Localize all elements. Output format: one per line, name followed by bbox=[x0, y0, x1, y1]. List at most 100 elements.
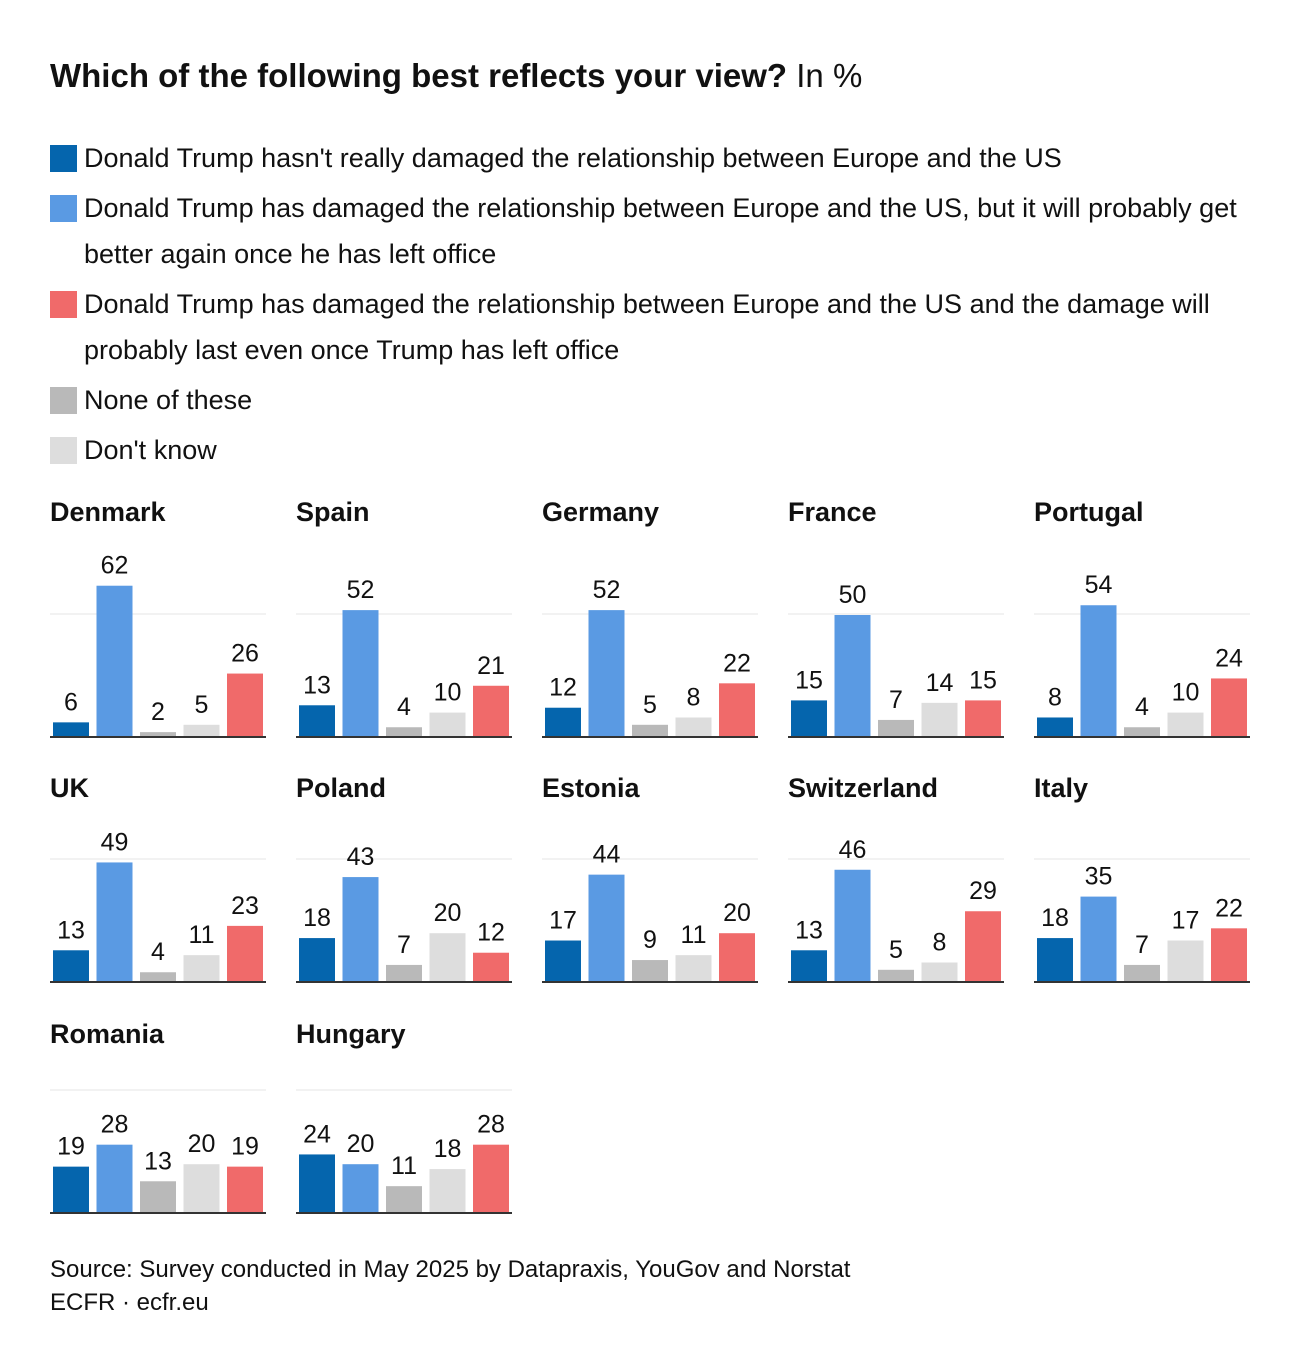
bar-none-of-these bbox=[386, 964, 422, 982]
country-name: Portugal bbox=[1034, 497, 1144, 527]
country-name: Italy bbox=[1034, 773, 1089, 803]
bar-don-t-know bbox=[183, 1164, 220, 1213]
chart-title: Which of the following best reflects you… bbox=[50, 52, 862, 100]
bar-hasn-t-really-damaged bbox=[299, 705, 335, 737]
bar-damaged-but-will-get-better bbox=[834, 869, 871, 982]
legend-label-damaged-will-improve: Donald Trump has damaged the relationshi… bbox=[84, 193, 1237, 269]
country-chart-poland: Poland 18 43 7 20 12 bbox=[296, 772, 512, 1012]
bar-hasn-t-really-damaged bbox=[791, 700, 827, 737]
data-label: 5 bbox=[643, 691, 657, 719]
bar-damaged-but-will-get-better bbox=[588, 610, 625, 737]
bar-hasn-t-really-damaged bbox=[53, 722, 89, 737]
country-chart-romania: Romania 19 28 13 20 19 bbox=[50, 1018, 266, 1258]
small-multiples-grid: Denmark 6 62 2 5 26 Spain 13 52 4 10 21 Germany 12 52 5… bbox=[50, 496, 1250, 1214]
country-name: Hungary bbox=[296, 1019, 406, 1049]
bar-none-of-these bbox=[140, 732, 176, 737]
data-label: 7 bbox=[397, 931, 411, 959]
data-label: 11 bbox=[681, 921, 707, 949]
bar-none-of-these bbox=[140, 1181, 176, 1213]
data-label: 2 bbox=[151, 698, 165, 726]
bar-none-of-these bbox=[1124, 727, 1160, 737]
bar-don-t-know bbox=[429, 712, 466, 737]
data-label: 7 bbox=[1135, 931, 1149, 959]
country-name: Poland bbox=[296, 773, 387, 803]
data-label: 52 bbox=[593, 576, 621, 604]
bar-don-t-know bbox=[183, 724, 220, 737]
bar-none-of-these bbox=[386, 727, 422, 737]
country-bar-chart: 13 52 4 10 21 bbox=[296, 576, 512, 738]
country-chart-hungary: Hungary 24 20 11 18 28 bbox=[296, 1018, 512, 1258]
country-bar-chart: 18 43 7 20 12 bbox=[296, 843, 512, 983]
data-label: 20 bbox=[347, 1130, 375, 1158]
bar-damaged-but-will-get-better bbox=[96, 585, 133, 737]
data-label: 44 bbox=[593, 841, 621, 869]
bar-damaged-but-will-get-better bbox=[834, 615, 871, 737]
data-label: 10 bbox=[1172, 679, 1200, 707]
data-label: 21 bbox=[477, 652, 505, 680]
data-label: 18 bbox=[1041, 904, 1069, 932]
data-label: 22 bbox=[1215, 894, 1243, 922]
country-name: Denmark bbox=[50, 497, 166, 527]
bar-damaged-but-will-get-better bbox=[1080, 605, 1117, 737]
data-label: 10 bbox=[434, 679, 462, 707]
country-name: Germany bbox=[542, 497, 660, 527]
legend-label-none-of-these: None of these bbox=[84, 385, 253, 415]
country-chart-denmark: Denmark 6 62 2 5 26 bbox=[50, 496, 266, 738]
bar-don-t-know bbox=[1167, 712, 1204, 737]
data-label: 62 bbox=[101, 552, 129, 580]
bar-none-of-these bbox=[632, 960, 668, 982]
data-label: 29 bbox=[969, 877, 997, 905]
country-name: France bbox=[788, 497, 877, 527]
country-chart-portugal: Portugal 8 54 4 10 24 bbox=[1034, 496, 1250, 738]
legend-label-dont-know: Don't know bbox=[84, 435, 217, 465]
country-bar-chart: 13 46 5 8 29 bbox=[788, 836, 1004, 983]
bar-damaged-but-will-get-better bbox=[1080, 896, 1117, 982]
data-label: 17 bbox=[549, 907, 577, 935]
data-label: 20 bbox=[723, 899, 751, 927]
country-chart-uk: UK 13 49 4 11 23 bbox=[50, 772, 266, 1012]
legend-item-damaged-will-last: Donald Trump has damaged the relationshi… bbox=[50, 281, 1265, 373]
data-label: 54 bbox=[1085, 571, 1113, 599]
data-label: 14 bbox=[926, 669, 954, 697]
data-label: 15 bbox=[795, 666, 823, 694]
data-label: 11 bbox=[189, 921, 215, 949]
data-label: 19 bbox=[231, 1133, 259, 1161]
data-label: 28 bbox=[477, 1111, 505, 1139]
country-bar-chart: 15 50 7 14 15 bbox=[788, 581, 1004, 738]
bar-damaged-damage-will-last bbox=[1211, 928, 1247, 982]
bar-don-t-know bbox=[921, 962, 958, 982]
country-bar-chart: 24 20 11 18 28 bbox=[296, 1089, 512, 1214]
bar-damaged-but-will-get-better bbox=[342, 610, 379, 737]
bar-damaged-but-will-get-better bbox=[96, 1144, 133, 1213]
bar-don-t-know bbox=[675, 955, 712, 982]
data-label: 23 bbox=[231, 892, 259, 920]
country-bar-chart: 12 52 5 8 22 bbox=[542, 576, 758, 738]
country-name: Spain bbox=[296, 497, 370, 527]
legend-swatch-damaged-will-improve bbox=[50, 195, 77, 222]
legend: Donald Trump hasn't really damaged the r… bbox=[50, 135, 1265, 477]
data-label: 28 bbox=[101, 1111, 129, 1139]
country-bar-chart: 18 35 7 17 22 bbox=[1034, 858, 1250, 983]
data-label: 19 bbox=[57, 1133, 85, 1161]
bar-damaged-damage-will-last bbox=[473, 1144, 509, 1213]
data-label: 5 bbox=[889, 936, 903, 964]
legend-swatch-damaged-will-last bbox=[50, 291, 77, 318]
data-label: 12 bbox=[477, 919, 505, 947]
legend-item-dont-know: Don't know bbox=[50, 427, 1265, 473]
data-label: 18 bbox=[434, 1135, 462, 1163]
bar-damaged-but-will-get-better bbox=[96, 862, 133, 982]
legend-item-none-of-these: None of these bbox=[50, 377, 1265, 423]
bar-hasn-t-really-damaged bbox=[53, 1166, 89, 1213]
country-bar-chart: 13 49 4 11 23 bbox=[50, 828, 266, 983]
bar-don-t-know bbox=[921, 702, 958, 737]
bar-don-t-know bbox=[1167, 940, 1204, 982]
country-bar-chart: 6 62 2 5 26 bbox=[50, 552, 266, 738]
data-label: 20 bbox=[188, 1130, 216, 1158]
data-label: 4 bbox=[397, 693, 411, 721]
country-bar-chart: 19 28 13 20 19 bbox=[50, 1089, 266, 1214]
data-label: 18 bbox=[303, 904, 331, 932]
data-label: 12 bbox=[549, 674, 577, 702]
bar-damaged-damage-will-last bbox=[473, 685, 509, 737]
country-name: UK bbox=[50, 773, 89, 803]
bar-don-t-know bbox=[429, 1169, 466, 1213]
